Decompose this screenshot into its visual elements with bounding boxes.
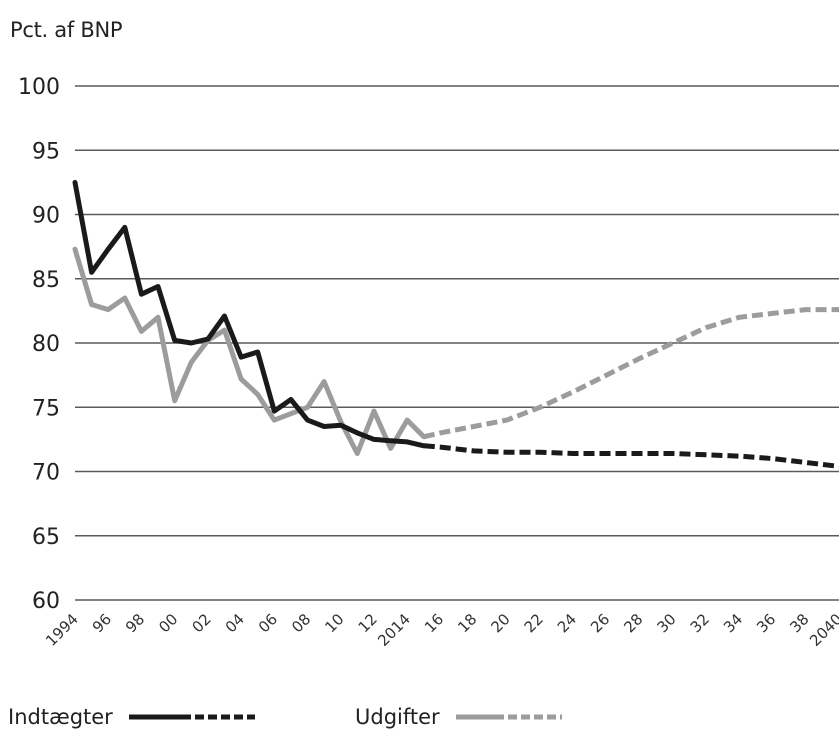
y-tick-label-100: 100 — [18, 75, 60, 100]
x-tick-label-32: 32 — [687, 610, 713, 636]
x-tick-label-24: 24 — [554, 610, 580, 636]
y-tick-label-85: 85 — [32, 268, 60, 293]
y-tick-label-60: 60 — [32, 589, 60, 614]
x-tick-label-30: 30 — [654, 610, 680, 636]
legend-label-udgifter: Udgifter — [355, 705, 440, 729]
y-tick-label-70: 70 — [32, 461, 60, 486]
x-tick-label-28: 28 — [620, 610, 646, 636]
x-tick-label-06: 06 — [255, 610, 281, 636]
x-tick-label-38: 38 — [786, 610, 812, 636]
legend-swatch-udgifter — [455, 714, 562, 720]
x-tick-label-04: 04 — [222, 610, 248, 636]
x-tick-label-34: 34 — [720, 610, 746, 636]
x-tick-label-12: 12 — [355, 610, 381, 636]
x-tick-label-20: 20 — [487, 610, 513, 636]
x-tick-label-98: 98 — [122, 610, 148, 636]
y-tick-label-75: 75 — [32, 396, 60, 421]
x-tick-label-18: 18 — [454, 610, 480, 636]
legend-item-udgifter: Udgifter — [355, 705, 564, 729]
x-tick-label-2014: 2014 — [374, 610, 414, 650]
x-tick-label-1994: 1994 — [42, 610, 82, 650]
legend: Indtægter Udgifter — [0, 705, 839, 739]
y-tick-label-80: 80 — [32, 332, 60, 357]
x-tick-label-02: 02 — [188, 610, 214, 636]
series-line-indtaegter-projection — [423, 443, 839, 469]
x-tick-label-22: 22 — [521, 610, 547, 636]
x-tick-label-10: 10 — [321, 610, 347, 636]
x-tick-label-08: 08 — [288, 610, 314, 636]
x-tick-label-26: 26 — [587, 610, 613, 636]
x-tick-label-00: 00 — [155, 610, 181, 636]
plot-area: 60 65 70 75 80 85 90 95 100 1994 96 98 00 02 04 06 08 10… — [18, 75, 839, 650]
series-line-udgifter-historical — [72, 246, 427, 456]
legend-label-indtaegter: Indtægter — [8, 705, 113, 729]
y-axis-label: Pct. af BNP — [10, 18, 123, 42]
y-tick-label-65: 65 — [32, 525, 60, 550]
series-line-indtaegter-historical — [72, 179, 427, 449]
y-tick-label-90: 90 — [32, 204, 60, 229]
x-tick-label-36: 36 — [753, 610, 779, 636]
x-tick-label-16: 16 — [421, 610, 447, 636]
legend-item-indtaegter: Indtægter — [8, 705, 257, 729]
y-tick-label-95: 95 — [32, 139, 60, 164]
series-line-udgifter-projection — [423, 307, 839, 440]
legend-swatch-indtaegter — [128, 714, 255, 720]
x-tick-label-96: 96 — [89, 610, 115, 636]
x-tick-label-2040: 2040 — [806, 610, 839, 650]
